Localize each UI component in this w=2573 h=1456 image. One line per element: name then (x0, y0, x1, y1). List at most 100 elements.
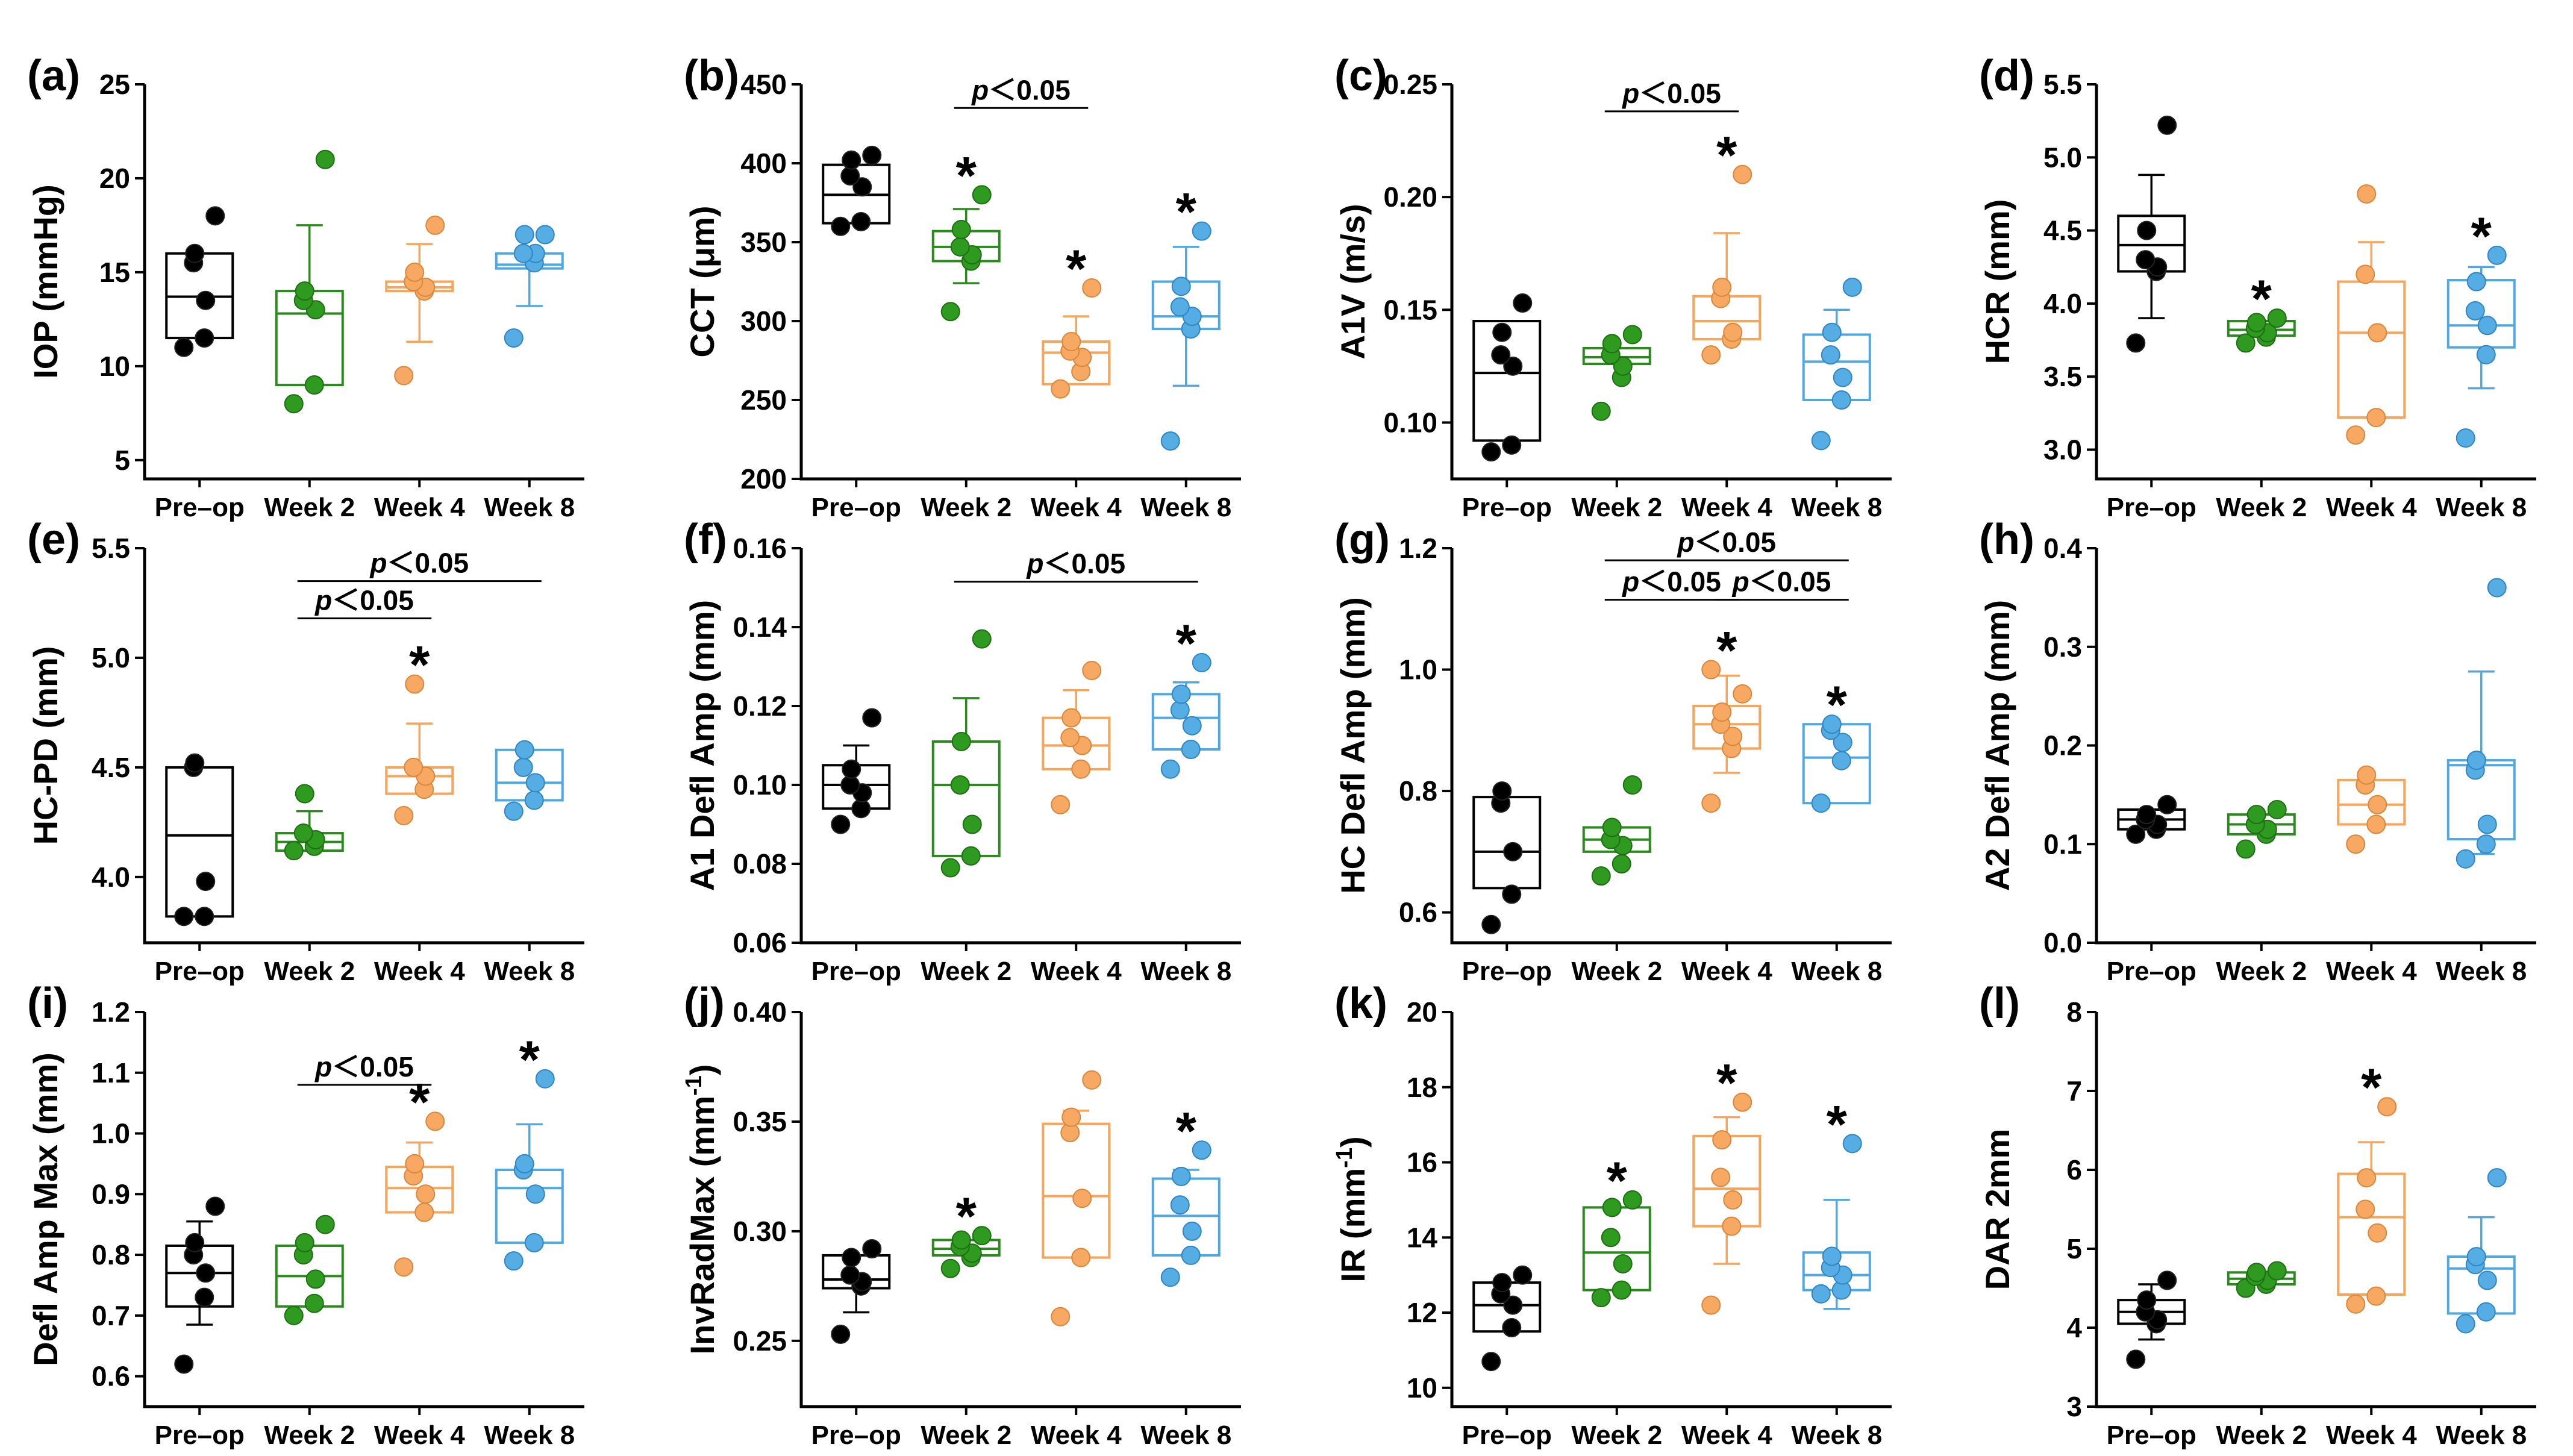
panel-l: (l) DAR 2mm 3 4 5 6 7 8 Pre–op Week 2 Week 4 Week 8… (1978, 980, 2536, 1450)
y-tick-label: 15 (99, 257, 130, 288)
data-point (284, 1305, 304, 1325)
data-point (1192, 221, 1211, 241)
y-tick-label: 5.5 (2043, 69, 2082, 100)
y-tick-label: 0.30 (733, 1216, 787, 1247)
y-tick-label: 0.35 (733, 1106, 787, 1137)
data-point (1591, 1288, 1611, 1308)
data-point (504, 801, 524, 821)
data-point (535, 225, 555, 245)
data-point (1831, 390, 1851, 410)
data-point (1060, 728, 1080, 748)
data-point (205, 206, 225, 226)
panel-e: (e) HC-PD (mm) 4.0 4.5 5.0 5.5 Pre–op Week 2 Wee… (27, 516, 584, 986)
panel-label: (a) (27, 52, 80, 100)
axes (2095, 1012, 2536, 1408)
data-point (831, 814, 851, 834)
significance-label: p＜0.05 (1621, 78, 1721, 109)
x-tick-label: Week 8 (2436, 493, 2527, 522)
data-point (2137, 1290, 2157, 1310)
data-point (940, 302, 960, 322)
data-point (394, 805, 414, 825)
x-tick-label: Week 4 (1681, 957, 1772, 986)
data-point (1061, 332, 1081, 352)
data-point (405, 1154, 425, 1173)
data-point (2487, 245, 2507, 265)
data-point (1712, 277, 1732, 297)
data-point (1701, 793, 1721, 813)
data-point (1602, 1198, 1622, 1217)
data-point (1082, 1070, 1102, 1090)
significance-star: * (2471, 206, 2492, 266)
data-point (1831, 751, 1851, 770)
data-point (2366, 408, 2386, 428)
x-tick-label: Week 4 (2326, 957, 2417, 986)
x-tick-label: Week 2 (264, 493, 355, 522)
panel-g: (g) HC Defl Amp (mm) 0.6 0.8 1.0 1.2 Pre–op Wee… (1334, 516, 1892, 986)
data-point (1612, 1280, 1631, 1300)
data-point (2126, 1349, 2146, 1369)
data-point (205, 1196, 225, 1216)
y-tick-label: 0.25 (733, 1325, 787, 1357)
panel-d: (d) HCR (mm) 3.0 3.5 4.0 4.5 5.0 5.5 Pre–op Week … (1978, 52, 2536, 522)
panel-label: (h) (1979, 516, 2034, 564)
data-point (1192, 1140, 1211, 1160)
x-tick-label: Week 8 (1791, 1420, 1882, 1450)
data-point (1811, 431, 1831, 451)
y-tick-label: 1.0 (1399, 654, 1437, 686)
x-tick-label: Week 8 (1140, 493, 1231, 522)
data-point (1701, 660, 1721, 680)
data-point (940, 1258, 960, 1278)
data-point (2267, 308, 2287, 328)
data-point (305, 1269, 325, 1289)
data-point (1591, 401, 1611, 421)
data-point (504, 328, 524, 348)
data-point (842, 759, 861, 779)
y-tick-label: 8 (2066, 996, 2082, 1028)
x-tick-label: Week 4 (374, 957, 465, 986)
data-point (2246, 1263, 2266, 1283)
y-tick-label: 0.3 (2043, 631, 2082, 663)
y-tick-label: 5.5 (92, 533, 130, 564)
panel-b: (b) CCT (μm) 200 250 300 350 400 450 Pre–op Week … (683, 52, 1241, 522)
panel-c: (c) A1V (m/s) 0.10 0.15 0.20 0.25 Pre–op Week 2… (1334, 52, 1892, 522)
significance-star: * (519, 1030, 540, 1089)
data-point (2126, 333, 2146, 353)
data-point (2136, 250, 2156, 270)
data-point (295, 281, 314, 301)
data-point (196, 872, 216, 892)
y-tick-label: 5 (114, 445, 130, 476)
data-point (416, 1184, 436, 1204)
y-tick-label: 0.16 (733, 533, 787, 564)
y-axis-label: InvRadMax (mm-1) (681, 1064, 721, 1355)
panel-a: (a) IOP (mmHg) 5 10 15 20 25 Pre–op Week 2 Week 4… (27, 52, 584, 522)
data-point (293, 823, 313, 843)
data-point (195, 1287, 214, 1307)
y-tick-label: 0.08 (733, 848, 787, 880)
y-tick-label: 0.8 (1399, 775, 1437, 807)
significance-star: * (2251, 269, 2272, 328)
data-point (1701, 1295, 1721, 1315)
x-tick-label: Week 4 (2326, 493, 2417, 522)
data-point (513, 243, 533, 263)
x-tick-label: Week 2 (921, 493, 1011, 522)
y-tick-label: 4.0 (2043, 288, 2082, 319)
y-axis-label: HC Defl Amp (mm) (1334, 597, 1372, 894)
y-axis-label: IR (mm-1) (1332, 1136, 1372, 1282)
y-axis-label: Defl Amp Max (mm) (27, 1052, 64, 1366)
data-point (2236, 839, 2256, 859)
data-point (1082, 278, 1102, 298)
data-point (284, 394, 304, 414)
data-point (1171, 684, 1191, 704)
significance-label: p＜0.05 (1621, 566, 1721, 598)
y-tick-label: 3.5 (2043, 361, 2082, 392)
significance-star: * (1066, 239, 1087, 298)
box (1042, 1122, 1111, 1259)
x-tick-label: Week 8 (1140, 1420, 1231, 1450)
y-tick-label: 7 (2066, 1075, 2082, 1107)
data-point (1160, 431, 1180, 451)
y-tick-label: 0.9 (92, 1178, 130, 1210)
y-tick-label: 0.0 (2043, 927, 2082, 958)
significance-star: * (409, 1072, 430, 1131)
y-tick-label: 5.0 (2043, 142, 2082, 173)
data-point (405, 262, 425, 282)
